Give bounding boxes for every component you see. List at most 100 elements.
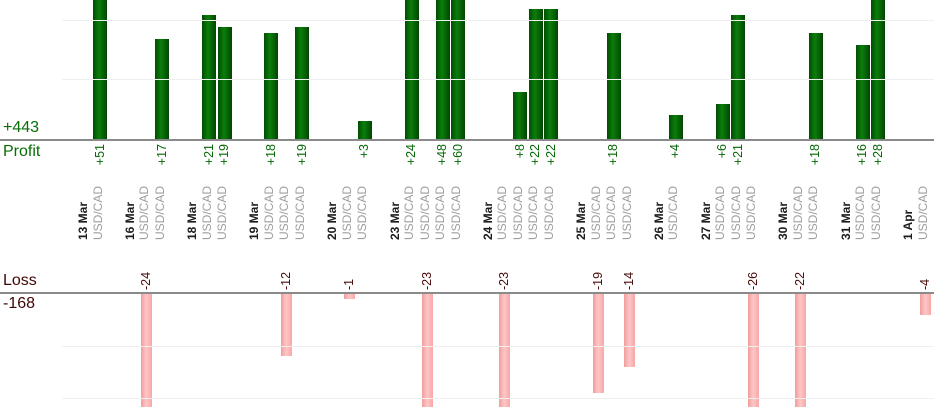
profit-value-label: +51 bbox=[93, 144, 107, 166]
profit-gridline bbox=[62, 20, 934, 21]
symbol-label: USD/CAD bbox=[853, 185, 867, 240]
profit-value-label: +3 bbox=[357, 144, 371, 159]
loss-value-label: -19 bbox=[591, 271, 605, 290]
loss-value-label: -1 bbox=[342, 278, 356, 290]
profit-bar bbox=[155, 39, 169, 139]
profit-value-label: +18 bbox=[606, 144, 620, 166]
date-label: 25 Mar bbox=[574, 201, 588, 240]
loss-bar bbox=[920, 294, 931, 315]
profit-bar bbox=[669, 115, 683, 139]
symbol-label: USD/CAD bbox=[262, 185, 276, 240]
loss-gridline bbox=[62, 346, 934, 347]
loss-total-label: -168 bbox=[3, 295, 36, 312]
symbol-label: USD/CAD bbox=[91, 185, 105, 240]
date-label: 31 Mar bbox=[839, 201, 853, 240]
profit-bar bbox=[451, 0, 465, 139]
loss-bar bbox=[748, 294, 759, 407]
symbol-label: USD/CAD bbox=[604, 185, 618, 240]
symbol-label: USD/CAD bbox=[869, 185, 883, 240]
profit-value-label: +19 bbox=[295, 144, 309, 166]
profit-value-label: +60 bbox=[451, 144, 465, 166]
loss-bar bbox=[281, 294, 292, 356]
loss-axis-title: Loss bbox=[3, 272, 37, 289]
profit-axis-line bbox=[0, 139, 934, 141]
symbol-label: USD/CAD bbox=[433, 185, 447, 240]
date-label: 18 Mar bbox=[185, 201, 199, 240]
symbol-label: USD/CAD bbox=[729, 185, 743, 240]
profit-value-label: +17 bbox=[155, 144, 169, 166]
profit-gridline bbox=[62, 79, 934, 80]
loss-value-label: -22 bbox=[793, 271, 807, 290]
symbol-label: USD/CAD bbox=[511, 185, 525, 240]
symbol-label: USD/CAD bbox=[806, 185, 820, 240]
loss-value-label: -24 bbox=[139, 271, 153, 290]
profit-total-label: +443 bbox=[3, 119, 40, 136]
profit-bar bbox=[202, 15, 216, 139]
symbol-label: USD/CAD bbox=[620, 185, 634, 240]
symbol-label: USD/CAD bbox=[791, 185, 805, 240]
symbol-label: USD/CAD bbox=[355, 185, 369, 240]
symbol-label: USD/CAD bbox=[589, 185, 603, 240]
profit-value-label: +24 bbox=[404, 144, 418, 166]
loss-value-label: -14 bbox=[622, 271, 636, 290]
profit-value-label: +21 bbox=[731, 144, 745, 166]
profit-value-label: +16 bbox=[855, 144, 869, 166]
date-label: 19 Mar bbox=[247, 201, 261, 240]
loss-bar bbox=[795, 294, 806, 407]
loss-bar bbox=[141, 294, 152, 407]
loss-bar bbox=[624, 294, 635, 367]
symbol-label: USD/CAD bbox=[744, 185, 758, 240]
profit-bar bbox=[295, 27, 309, 139]
profit-value-label: +22 bbox=[544, 144, 558, 166]
profit-value-label: +28 bbox=[871, 144, 885, 166]
profit-bar bbox=[513, 92, 527, 139]
date-label: 20 Mar bbox=[325, 201, 339, 240]
profit-bar bbox=[731, 15, 745, 139]
profit-value-label: +18 bbox=[264, 144, 278, 166]
symbol-label: USD/CAD bbox=[418, 185, 432, 240]
symbol-label: USD/CAD bbox=[542, 185, 556, 240]
profit-value-label: +4 bbox=[668, 144, 682, 159]
profit-value-label: +6 bbox=[715, 144, 729, 159]
symbol-label: USD/CAD bbox=[666, 185, 680, 240]
loss-gridline bbox=[62, 398, 934, 399]
loss-bar bbox=[344, 294, 355, 299]
profit-axis-title: Profit bbox=[3, 143, 41, 160]
profit-bar bbox=[529, 9, 543, 139]
profit-plot-area bbox=[0, 0, 934, 139]
profit-bar bbox=[544, 9, 558, 139]
profit-bar bbox=[716, 104, 730, 139]
loss-bar bbox=[593, 294, 604, 393]
loss-value-label: -4 bbox=[918, 278, 932, 290]
profit-bar bbox=[871, 0, 885, 139]
date-label: 13 Mar bbox=[76, 201, 90, 240]
profit-bar bbox=[218, 27, 232, 139]
date-label: 26 Mar bbox=[652, 201, 666, 240]
loss-plot-area bbox=[0, 294, 934, 407]
profit-value-label: +48 bbox=[435, 144, 449, 166]
loss-bar bbox=[499, 294, 510, 407]
date-label: 16 Mar bbox=[123, 201, 137, 240]
profit-value-label: +19 bbox=[217, 144, 231, 166]
symbol-label: USD/CAD bbox=[402, 185, 416, 240]
loss-value-label: -12 bbox=[279, 271, 293, 290]
loss-value-label: -26 bbox=[746, 271, 760, 290]
date-label: 27 Mar bbox=[699, 201, 713, 240]
profit-bar bbox=[607, 33, 621, 139]
loss-value-label: -23 bbox=[497, 271, 511, 290]
profit-bar bbox=[436, 0, 450, 139]
symbol-label: USD/CAD bbox=[340, 185, 354, 240]
date-label: 24 Mar bbox=[481, 201, 495, 240]
profit-bar bbox=[405, 0, 419, 139]
symbol-label: USD/CAD bbox=[137, 185, 151, 240]
symbol-label: USD/CAD bbox=[526, 185, 540, 240]
symbol-label: USD/CAD bbox=[153, 185, 167, 240]
profit-value-label: +22 bbox=[528, 144, 542, 166]
loss-axis-line bbox=[0, 292, 934, 294]
symbol-label: USD/CAD bbox=[713, 185, 727, 240]
symbol-label: USD/CAD bbox=[200, 185, 214, 240]
profit-bar bbox=[809, 33, 823, 139]
profit-value-label: +18 bbox=[808, 144, 822, 166]
loss-bar bbox=[422, 294, 433, 407]
